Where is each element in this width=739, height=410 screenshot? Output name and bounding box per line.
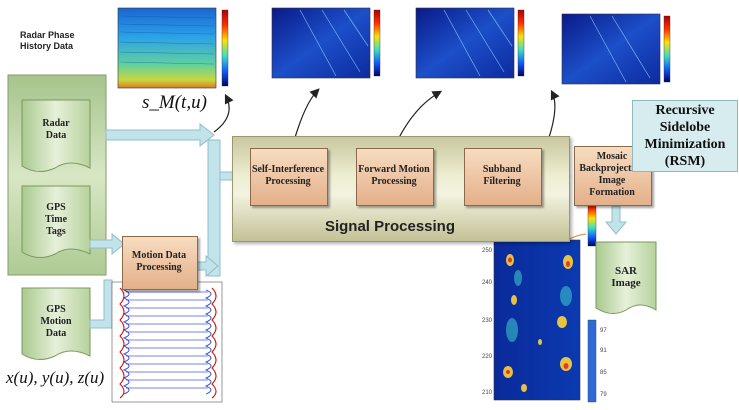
signal-processing-title: Signal Processing	[324, 218, 456, 235]
sar-tick-250: 250	[481, 248, 492, 254]
signal-formula-text: s_M(t,u)	[142, 92, 207, 113]
sar-image-scroll	[595, 241, 657, 314]
phase-history-thumbnail	[117, 7, 229, 89]
sar-tick-220: 220	[481, 354, 492, 360]
gps-motion-data-label: GPS Motion Data	[40, 304, 72, 339]
signal-formula: s_M(t,u)	[142, 92, 207, 114]
arrow-radar-to-bus	[105, 122, 215, 148]
mosaic-label: Mosaic Backprojection Image Formation	[579, 151, 645, 198]
rsm-box: Recursive Sidelobe Minimization (RSM)	[632, 100, 738, 172]
gps-motion-data-scroll	[21, 287, 91, 360]
curve-to-phase-history	[213, 93, 234, 133]
sar-colorbar-ticks: 97 91 85 79	[600, 322, 616, 404]
thumbnail-self-interference	[271, 7, 381, 79]
gps-time-tags-scroll	[21, 185, 91, 258]
sar-tick-230: 230	[481, 318, 492, 324]
arrow-mosaic-to-sar	[604, 205, 628, 235]
motion-trajectory-plot	[111, 281, 223, 403]
arrow-motion-data-up	[89, 279, 113, 329]
radar-data-label: Radar Data	[42, 118, 70, 141]
self-interference-label: Self-Interference Processing	[252, 164, 325, 187]
sar-tick-240: 240	[481, 280, 492, 286]
vertical-bus	[207, 139, 221, 277]
sar-image-plot	[493, 199, 597, 403]
motion-formula: x(u), y(u), z(u)	[6, 368, 105, 387]
thumbnail-subband	[561, 13, 671, 85]
cbar-tick-91: 91	[600, 348, 607, 354]
arrow-gps-to-motion	[89, 232, 125, 256]
radar-data-scroll	[21, 99, 91, 172]
gps-time-tags-label: GPS Time Tags	[44, 202, 68, 237]
phase-history-title: Radar Phase History Data	[20, 30, 75, 51]
sar-axis-ticks: 250 240 230 220 210	[474, 242, 492, 402]
thumbnail-forward-motion	[415, 7, 525, 79]
sar-image-label: SAR Image	[611, 265, 641, 289]
cbar-tick-97: 97	[600, 328, 607, 334]
motion-processing-label: Motion Data Processing	[131, 250, 187, 273]
forward-motion-label: Forward Motion Processing	[358, 164, 430, 187]
motion-processing-box	[122, 236, 198, 290]
cbar-tick-85: 85	[600, 370, 607, 376]
forward-motion-box	[356, 148, 434, 206]
subband-box	[464, 148, 542, 206]
sar-tick-210: 210	[481, 390, 492, 396]
cbar-tick-79: 79	[600, 392, 607, 398]
subband-label: Subband Filtering	[482, 164, 522, 187]
self-interference-box	[250, 148, 328, 206]
